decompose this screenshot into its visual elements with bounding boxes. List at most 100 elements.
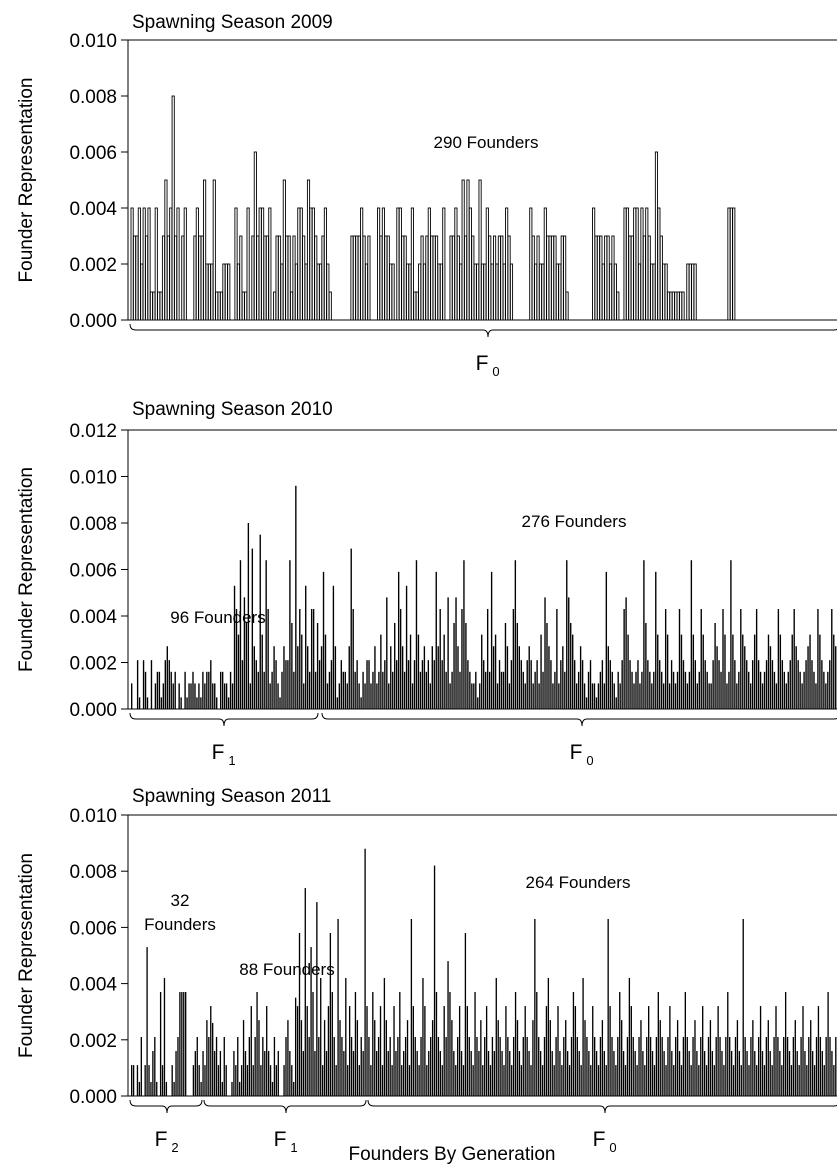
bar — [478, 1051, 480, 1096]
bar — [487, 1051, 490, 1096]
generation-subscript: 2 — [171, 1140, 178, 1155]
bar — [398, 207, 402, 321]
bar — [251, 235, 255, 321]
bar — [385, 1020, 387, 1096]
bar — [773, 671, 776, 709]
bar — [214, 683, 216, 709]
bar — [528, 1051, 530, 1096]
bar — [459, 671, 461, 709]
bar — [603, 1051, 605, 1096]
bar — [246, 1065, 249, 1096]
bar — [256, 235, 260, 321]
bar — [433, 660, 435, 709]
bar — [207, 263, 211, 321]
y-tick-label: 0.006 — [69, 561, 117, 582]
bar — [223, 1036, 225, 1096]
bar — [146, 697, 149, 710]
bar — [506, 646, 509, 709]
bar — [437, 263, 441, 321]
bar — [253, 151, 257, 321]
bar — [183, 992, 185, 1096]
bar — [679, 291, 683, 321]
bar — [154, 1036, 156, 1096]
bar — [547, 977, 550, 1096]
bar — [262, 1036, 264, 1096]
bar — [485, 207, 489, 321]
bar — [386, 235, 390, 321]
bar — [335, 1065, 337, 1096]
bar — [465, 622, 467, 709]
bar — [759, 671, 762, 709]
bar — [481, 634, 483, 709]
bar — [609, 1006, 611, 1096]
bar — [779, 1051, 781, 1096]
bar — [311, 207, 315, 321]
bar — [203, 179, 207, 321]
bar — [174, 235, 178, 321]
bar — [808, 1036, 810, 1096]
bar — [433, 865, 436, 1096]
bar — [579, 646, 582, 709]
bar — [833, 634, 835, 709]
bar — [413, 291, 417, 321]
bar — [437, 1036, 440, 1096]
bar — [239, 560, 242, 709]
bar — [366, 1006, 368, 1096]
bar — [650, 263, 654, 321]
bar — [235, 609, 238, 709]
bar — [626, 1036, 629, 1096]
bar — [681, 291, 685, 321]
bar — [407, 660, 410, 709]
bar — [512, 1036, 515, 1096]
bar — [333, 1036, 335, 1096]
bar — [713, 1065, 715, 1096]
bar — [781, 1065, 783, 1096]
bar — [148, 1065, 150, 1096]
generation-bracket — [203, 1099, 367, 1114]
bar — [628, 977, 631, 1096]
bar — [781, 660, 784, 709]
bar — [377, 207, 381, 321]
bar — [555, 263, 559, 321]
bar — [244, 1051, 247, 1096]
bar — [702, 634, 704, 709]
bar — [314, 1051, 316, 1096]
bar — [302, 1051, 305, 1096]
bar — [184, 671, 186, 709]
bar — [572, 992, 575, 1096]
bar — [275, 1065, 278, 1096]
bar — [328, 291, 332, 321]
founders-count-label: 276 Founders — [522, 512, 627, 531]
bar — [563, 235, 567, 321]
bar — [723, 1065, 725, 1096]
bar — [495, 263, 499, 321]
bar — [239, 235, 243, 321]
bar — [210, 263, 214, 321]
bar — [449, 683, 451, 709]
bar — [793, 609, 795, 709]
bar — [823, 671, 825, 709]
bar — [175, 1051, 177, 1096]
bar — [664, 263, 668, 321]
bar — [212, 179, 216, 321]
bar — [414, 1036, 416, 1096]
bar — [657, 634, 659, 709]
bar — [641, 671, 643, 709]
bar — [320, 646, 323, 709]
bar — [254, 1036, 256, 1096]
bar — [396, 207, 400, 321]
bar — [159, 291, 163, 321]
bar — [340, 660, 343, 709]
bar — [732, 1065, 735, 1096]
bar — [251, 548, 254, 709]
bar — [804, 1051, 806, 1096]
bar — [186, 697, 188, 710]
bar — [563, 1036, 565, 1096]
bar — [751, 660, 754, 709]
bar — [572, 634, 574, 709]
bar — [429, 683, 432, 709]
bar — [324, 634, 327, 709]
bar — [601, 1020, 604, 1096]
bar — [142, 660, 145, 709]
bar — [604, 235, 608, 321]
